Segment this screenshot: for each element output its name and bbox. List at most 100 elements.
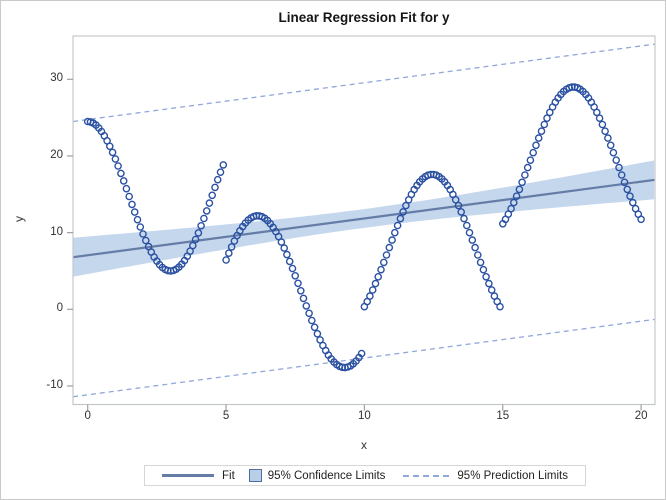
data-point-marker [496, 302, 504, 311]
data-point-marker [357, 349, 366, 358]
fit-line [72, 178, 656, 259]
data-point-marker [507, 204, 515, 213]
page-title: Linear Regression Fit for y [278, 10, 450, 25]
data-point-marker [476, 258, 485, 267]
data-point-marker [227, 243, 236, 251]
x-tick-label: 5 [222, 410, 230, 422]
y-axis-label: y [12, 216, 26, 222]
y-tick-label: -10 [46, 378, 63, 391]
x-axis-label: x [361, 438, 367, 452]
data-point-marker [114, 162, 122, 170]
data-point-marker [106, 142, 114, 151]
data-point-marker [598, 120, 607, 129]
data-point-marker [111, 155, 120, 163]
data-point-marker [382, 251, 391, 259]
data-point-marker [285, 257, 294, 266]
x-tick-label: 20 [634, 410, 648, 422]
confidence-band-swatch-icon [248, 469, 262, 482]
data-point-marker [465, 228, 474, 237]
data-point-marker [487, 286, 496, 294]
data-point-marker [200, 214, 208, 223]
prediction-dash-swatch-icon [403, 474, 450, 477]
data-point-marker [139, 230, 147, 238]
data-point-marker [108, 148, 117, 157]
data-point-marker [371, 279, 380, 288]
y-tick-label: 10 [50, 225, 63, 238]
data-point-marker [291, 271, 300, 280]
data-point-marker [626, 192, 634, 200]
data-point-marker [133, 215, 142, 224]
data-point-marker [366, 292, 374, 300]
data-point-marker [402, 201, 410, 210]
data-point-marker [197, 221, 205, 230]
x-tick-label: 0 [84, 410, 91, 422]
data-point-marker [457, 208, 466, 216]
data-point-marker [191, 235, 200, 244]
data-point-marker [313, 329, 322, 338]
prediction-upper-line [72, 43, 656, 123]
data-point-marker [540, 120, 549, 129]
data-point-marker [637, 215, 645, 224]
data-point-marker [526, 156, 535, 164]
data-point-marker [471, 243, 479, 252]
data-point-marker [537, 127, 546, 135]
data-point-marker [208, 191, 216, 200]
data-point-marker [194, 229, 203, 237]
data-point-marker [468, 236, 477, 244]
data-point-marker [623, 185, 632, 194]
data-point-marker [595, 114, 604, 122]
data-point-marker [379, 258, 388, 267]
data-point-marker [119, 177, 128, 185]
data-point-marker [454, 201, 463, 210]
fit-line-swatch-icon [162, 474, 214, 477]
data-point-marker [512, 192, 521, 200]
data-point-marker [482, 272, 490, 281]
data-point-marker [396, 214, 405, 223]
data-point-marker [515, 185, 524, 194]
data-point-marker [473, 251, 482, 259]
data-point-marker [310, 323, 319, 332]
data-point-marker [213, 175, 222, 184]
legend-prediction-label: 95% Prediction Limits [457, 469, 568, 482]
data-point-marker [390, 228, 399, 237]
data-point-marker [128, 200, 136, 209]
data-point-marker [296, 286, 305, 295]
data-point-marker [305, 309, 313, 318]
data-point-marker [479, 265, 488, 274]
data-point-marker [222, 256, 230, 264]
data-point-marker [130, 208, 139, 216]
data-point-marker [307, 316, 316, 325]
data-point-marker [462, 221, 471, 230]
data-point-marker [294, 279, 302, 288]
data-point-marker [518, 178, 526, 187]
data-point-marker [368, 286, 377, 294]
data-point-marker [509, 198, 518, 207]
data-point-marker [532, 141, 540, 150]
data-point-marker [283, 250, 291, 259]
data-point-marker [543, 114, 551, 122]
legend: Fit 95% Confidence Limits 95% Prediction… [144, 465, 586, 486]
data-point-marker [604, 134, 612, 142]
data-point-marker [224, 249, 233, 257]
data-point-marker [620, 178, 629, 187]
data-point-marker [219, 161, 228, 169]
data-point-marker [460, 214, 468, 223]
data-point-marker [117, 169, 125, 178]
data-point-marker [141, 236, 150, 245]
data-point-marker [601, 127, 609, 135]
data-point-marker [122, 184, 131, 193]
data-point-marker [534, 134, 543, 142]
data-point-marker [211, 183, 219, 192]
data-point-marker [606, 141, 615, 150]
data-point-marker [388, 236, 396, 244]
data-point-marker [629, 198, 637, 207]
data-point-marker [280, 244, 289, 252]
y-tick-label: 20 [50, 148, 63, 161]
scatter-points [83, 83, 645, 372]
x-tick-label: 10 [357, 410, 371, 422]
data-point-marker [288, 264, 297, 273]
data-point-marker [125, 192, 133, 201]
plot-svg [67, 35, 656, 411]
data-point-marker [485, 279, 493, 288]
data-point-marker [377, 265, 385, 274]
